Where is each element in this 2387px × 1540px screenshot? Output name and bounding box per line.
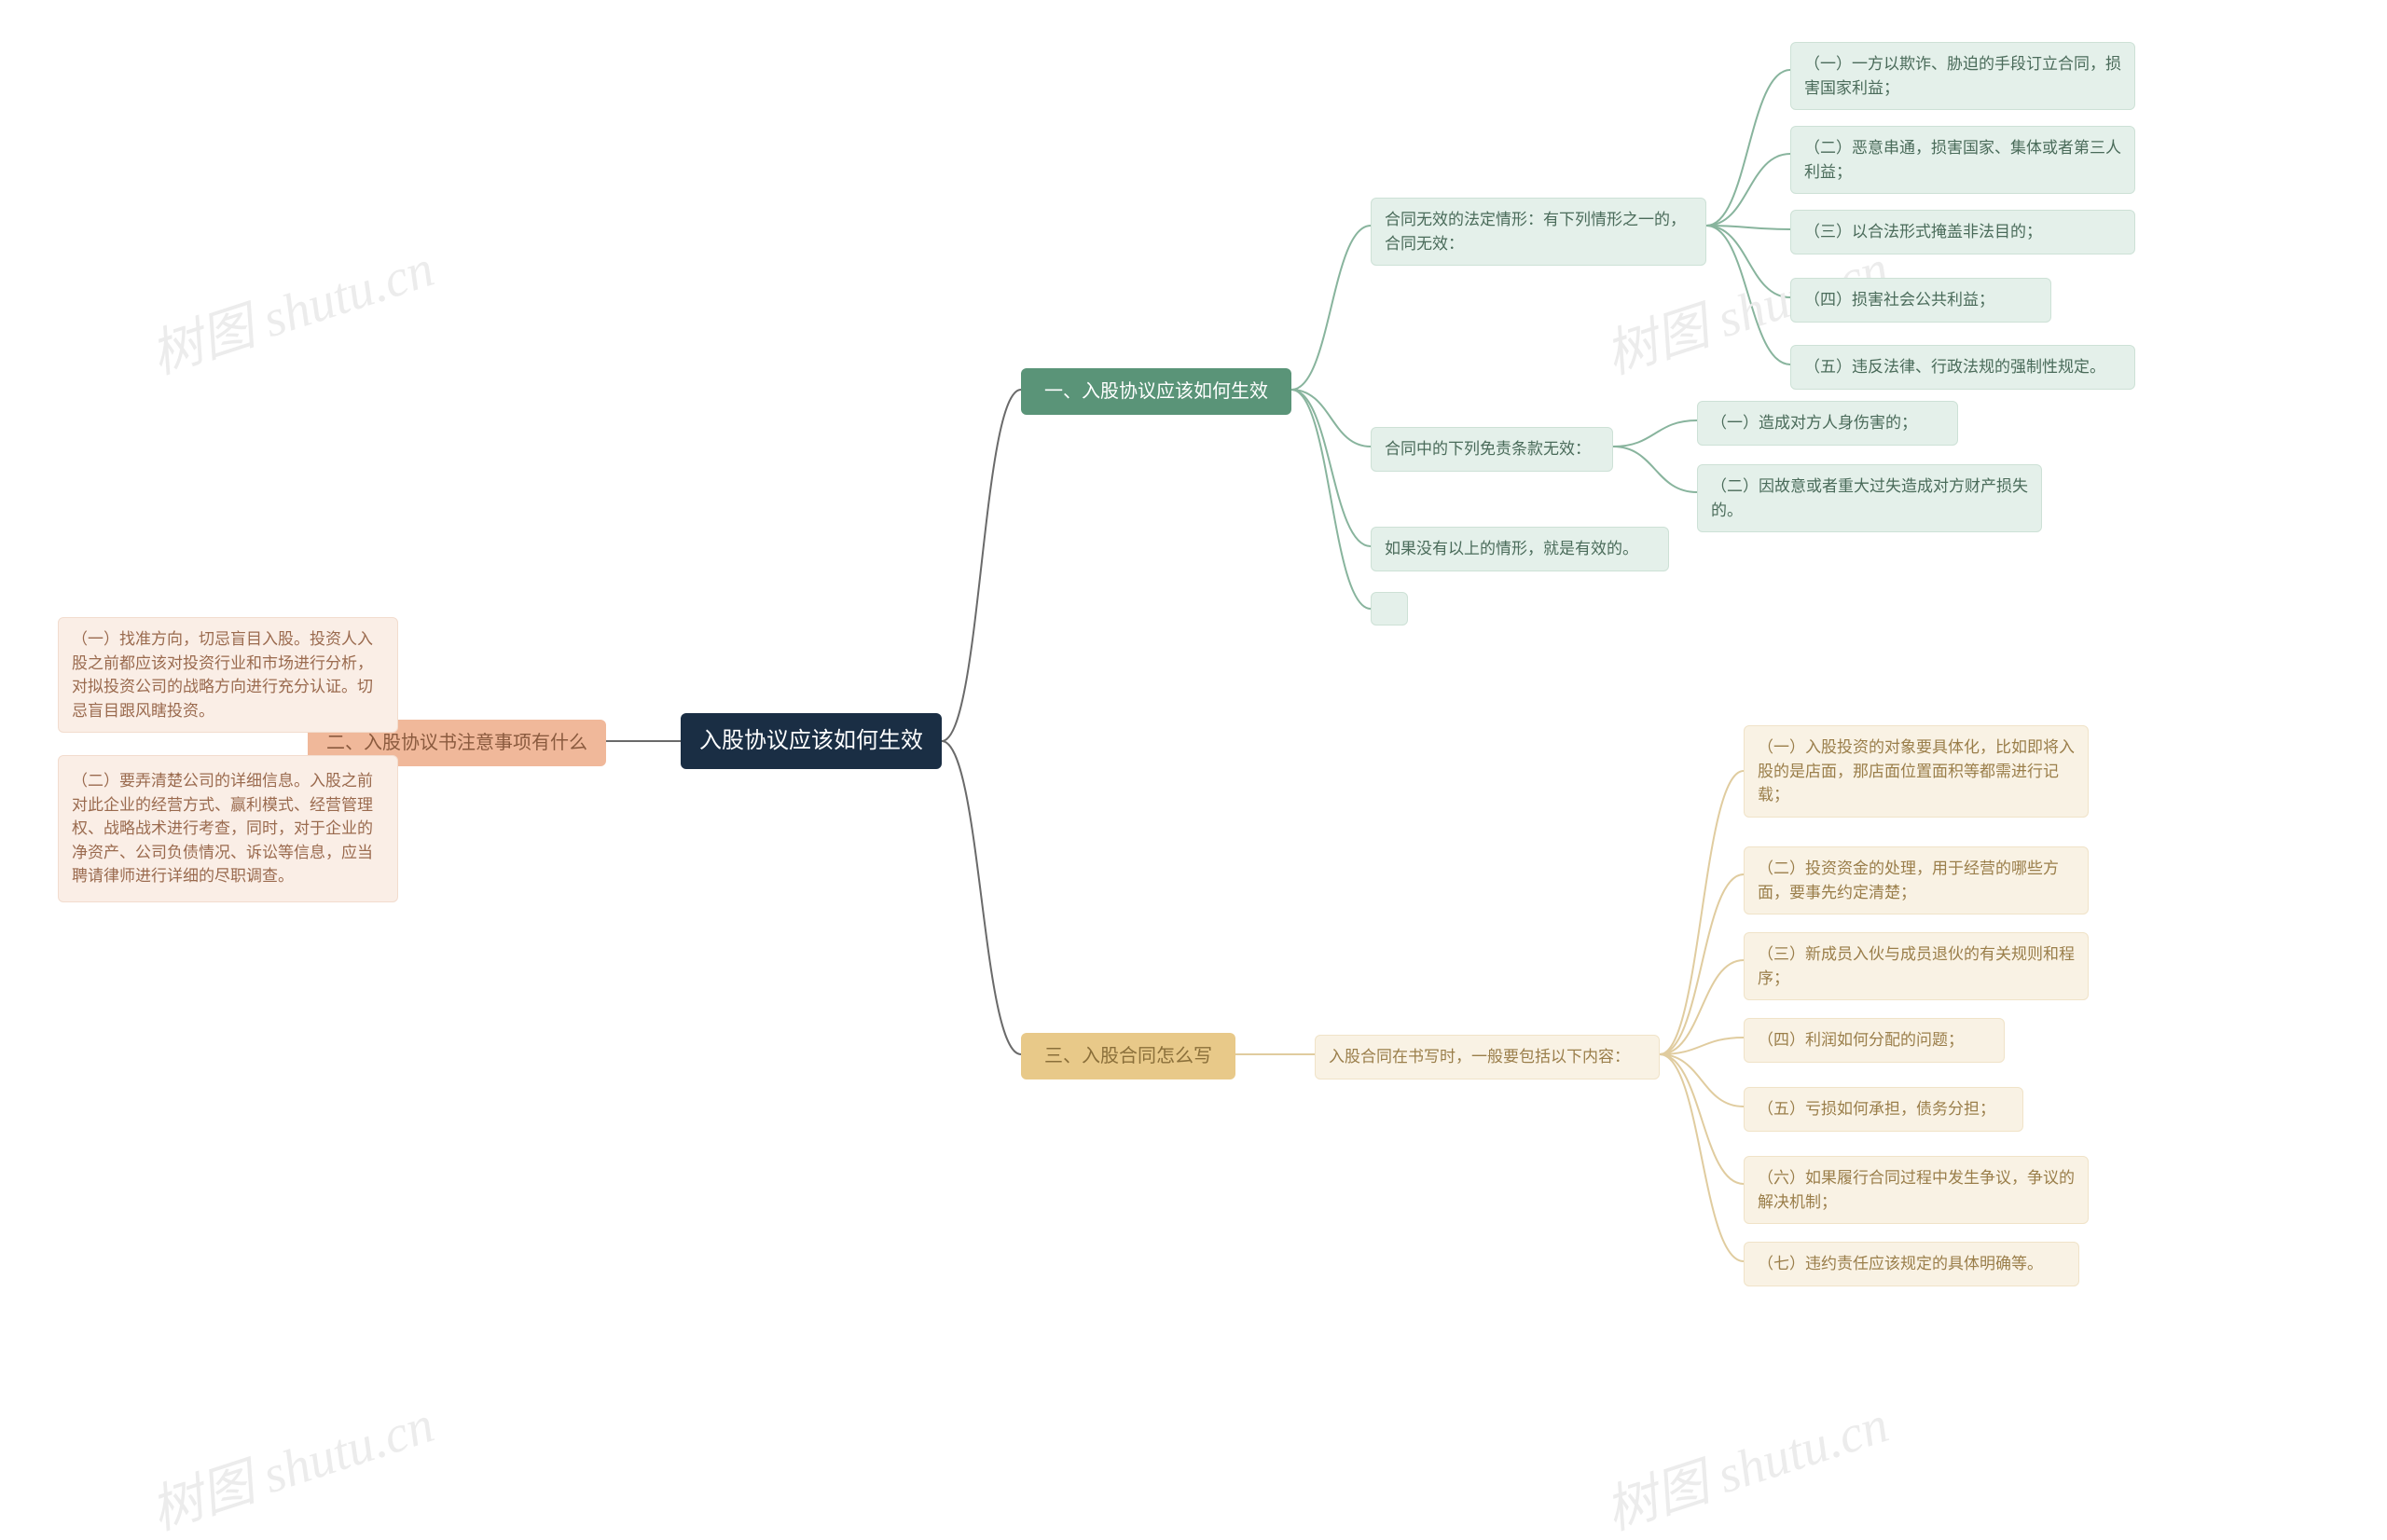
node-b2c2: （二）要弄清楚公司的详细信息。入股之前对此企业的经营方式、赢利模式、经营管理权、… — [58, 755, 398, 902]
node-b3c1d7-label: （七）违约责任应该规定的具体明确等。 — [1758, 1252, 2043, 1276]
node-b1c1d3: （三）以合法形式掩盖非法目的； — [1790, 210, 2135, 254]
node-b1c2: 合同中的下列免责条款无效： — [1371, 427, 1613, 472]
branch-b1: 一、入股协议应该如何生效 — [1021, 368, 1291, 415]
branch-b2-label: 二、入股协议书注意事项有什么 — [326, 729, 587, 757]
node-b3c1d1: （一）入股投资的对象要具体化，比如即将入股的是店面，那店面位置面积等都需进行记载… — [1744, 725, 2089, 818]
root-node-label: 入股协议应该如何生效 — [699, 724, 923, 758]
node-b3c1d3-label: （三）新成员入伙与成员退伙的有关规则和程序； — [1758, 942, 2075, 990]
root-node: 入股协议应该如何生效 — [681, 713, 942, 769]
branch-b1-label: 一、入股协议应该如何生效 — [1044, 378, 1268, 406]
node-b1c1d4: （四）损害社会公共利益； — [1790, 278, 2051, 323]
node-b3c1d5: （五）亏损如何承担，债务分担； — [1744, 1087, 2023, 1132]
node-b3c1d3: （三）新成员入伙与成员退伙的有关规则和程序； — [1744, 932, 2089, 1000]
node-b1c1d4-label: （四）损害社会公共利益； — [1804, 288, 1994, 312]
node-b3c1-label: 入股合同在书写时，一般要包括以下内容： — [1329, 1045, 1630, 1069]
node-b3c1: 入股合同在书写时，一般要包括以下内容： — [1315, 1035, 1660, 1079]
node-b3c1d2: （二）投资资金的处理，用于经营的哪些方面，要事先约定清楚； — [1744, 846, 2089, 914]
node-b1c1d5-label: （五）违反法律、行政法规的强制性规定。 — [1804, 355, 2105, 379]
node-b1c2d2: （二）因故意或者重大过失造成对方财产损失的。 — [1697, 464, 2042, 532]
node-b1c4 — [1371, 592, 1408, 626]
node-b3c1d4: （四）利润如何分配的问题； — [1744, 1018, 2005, 1063]
branch-b3-label: 三、入股合同怎么写 — [1044, 1042, 1212, 1070]
branch-b3: 三、入股合同怎么写 — [1021, 1033, 1235, 1079]
node-b1c3-label: 如果没有以上的情形，就是有效的。 — [1385, 537, 1638, 561]
node-b1c1d2: （二）恶意串通，损害国家、集体或者第三人利益； — [1790, 126, 2135, 194]
node-b2c1: （一）找准方向，切忌盲目入股。投资人入股之前都应该对投资行业和市场进行分析，对拟… — [58, 617, 398, 733]
node-b3c1d6: （六）如果履行合同过程中发生争议，争议的解决机制； — [1744, 1156, 2089, 1224]
node-b1c1d1: （一）一方以欺诈、胁迫的手段订立合同，损害国家利益； — [1790, 42, 2135, 110]
node-b1c1d2-label: （二）恶意串通，损害国家、集体或者第三人利益； — [1804, 136, 2121, 184]
node-b1c2d2-label: （二）因故意或者重大过失造成对方财产损失的。 — [1711, 474, 2028, 522]
node-b3c1d2-label: （二）投资资金的处理，用于经营的哪些方面，要事先约定清楚； — [1758, 857, 2075, 904]
node-b2c1-label: （一）找准方向，切忌盲目入股。投资人入股之前都应该对投资行业和市场进行分析，对拟… — [72, 627, 384, 722]
node-b1c2d1-label: （一）造成对方人身伤害的； — [1711, 411, 1917, 435]
node-b3c1d4-label: （四）利润如何分配的问题； — [1758, 1028, 1964, 1052]
node-b1c2-label: 合同中的下列免责条款无效： — [1385, 437, 1591, 461]
node-b1c1d1-label: （一）一方以欺诈、胁迫的手段订立合同，损害国家利益； — [1804, 52, 2121, 100]
node-b1c2d1: （一）造成对方人身伤害的； — [1697, 401, 1958, 446]
watermark: 树图 shutu.cn — [140, 227, 442, 389]
node-b1c1d5: （五）违反法律、行政法规的强制性规定。 — [1790, 345, 2135, 390]
node-b3c1d5-label: （五）亏损如何承担，债务分担； — [1758, 1097, 1995, 1121]
node-b2c2-label: （二）要弄清楚公司的详细信息。入股之前对此企业的经营方式、赢利模式、经营管理权、… — [72, 769, 384, 888]
node-b1c1-label: 合同无效的法定情形：有下列情形之一的，合同无效： — [1385, 208, 1692, 255]
node-b3c1d1-label: （一）入股投资的对象要具体化，比如即将入股的是店面，那店面位置面积等都需进行记载… — [1758, 736, 2075, 807]
node-b3c1d6-label: （六）如果履行合同过程中发生争议，争议的解决机制； — [1758, 1166, 2075, 1214]
watermark: 树图 shutu.cn — [1594, 1382, 1897, 1540]
watermark: 树图 shutu.cn — [140, 1382, 442, 1540]
node-b3c1d7: （七）违约责任应该规定的具体明确等。 — [1744, 1242, 2079, 1286]
node-b1c3: 如果没有以上的情形，就是有效的。 — [1371, 527, 1669, 571]
node-b1c1d3-label: （三）以合法形式掩盖非法目的； — [1804, 220, 2042, 244]
node-b1c1: 合同无效的法定情形：有下列情形之一的，合同无效： — [1371, 198, 1706, 266]
